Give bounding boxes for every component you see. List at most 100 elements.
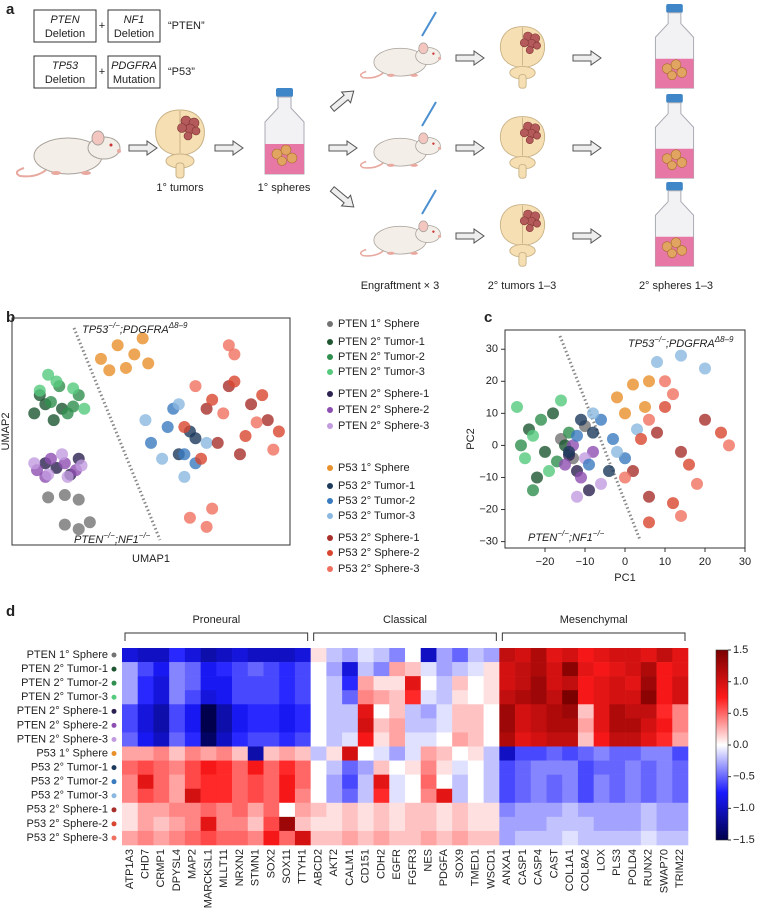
point xyxy=(571,490,583,503)
cell xyxy=(263,830,280,846)
gene-label: SWAP70 xyxy=(658,849,670,893)
cell xyxy=(389,732,406,747)
point xyxy=(611,391,623,404)
gene-label: POLD4 xyxy=(627,849,639,885)
cell xyxy=(279,802,296,818)
cell xyxy=(577,690,594,705)
point xyxy=(272,425,285,438)
point xyxy=(611,445,623,458)
cell xyxy=(656,662,673,677)
row-label: P53 2° Tumor-2 xyxy=(31,776,108,788)
cell xyxy=(672,788,689,804)
cell xyxy=(483,732,500,747)
cell xyxy=(577,760,594,775)
cell xyxy=(310,774,327,790)
cell xyxy=(452,704,469,719)
cell xyxy=(515,816,532,832)
cell xyxy=(499,690,516,705)
cell xyxy=(279,690,296,705)
cell xyxy=(452,648,469,663)
cell xyxy=(515,830,532,846)
cell xyxy=(200,648,217,663)
point xyxy=(58,518,71,531)
x-tick-label: 10 xyxy=(659,556,671,568)
gene-label: MARCKSL1 xyxy=(202,849,214,908)
cell xyxy=(326,732,343,747)
cell xyxy=(153,662,170,677)
cell xyxy=(216,690,233,705)
annotation-part: ;PDGFRA xyxy=(666,338,715,350)
cell xyxy=(609,662,626,677)
point xyxy=(206,393,219,406)
cell xyxy=(656,760,673,775)
cell xyxy=(216,788,233,804)
cell xyxy=(232,648,249,663)
colorbar-label: −1.0 xyxy=(733,802,755,814)
gene-label: FGFR3 xyxy=(407,849,419,885)
point xyxy=(239,430,252,443)
y-tick-label: 20 xyxy=(486,375,498,387)
cell xyxy=(405,816,422,832)
cell xyxy=(467,788,484,804)
cell xyxy=(436,746,453,761)
point xyxy=(67,382,80,395)
cell xyxy=(342,662,359,677)
cell xyxy=(357,704,374,719)
cell xyxy=(216,830,233,846)
cell xyxy=(373,690,390,705)
point xyxy=(639,400,651,413)
row-label: P53 2° Sphere-1 xyxy=(27,804,108,816)
point xyxy=(42,368,55,381)
row-dot xyxy=(111,666,117,672)
row-label: PTEN 2° Tumor-2 xyxy=(21,677,108,689)
cell xyxy=(279,746,296,761)
cell xyxy=(122,746,139,761)
point xyxy=(72,523,85,536)
cell xyxy=(342,704,359,719)
cell xyxy=(640,830,657,846)
cell xyxy=(593,802,610,818)
cell xyxy=(467,830,484,846)
point xyxy=(547,407,559,420)
cell xyxy=(420,760,437,775)
annotation-part: −/− xyxy=(557,529,569,538)
y-tick-label: −20 xyxy=(479,503,498,515)
cell xyxy=(577,816,594,832)
cell xyxy=(672,662,689,677)
cell xyxy=(562,676,579,691)
y-tick-label: 0 xyxy=(492,439,498,451)
x-tick-label: −10 xyxy=(576,556,595,568)
change: Deletion xyxy=(114,28,154,40)
cell xyxy=(342,788,359,804)
point xyxy=(33,384,46,397)
colorbar-label: −1.5 xyxy=(733,834,755,846)
cell xyxy=(593,788,610,804)
cell xyxy=(232,746,249,761)
point xyxy=(535,413,547,426)
cell xyxy=(609,774,626,790)
cell xyxy=(247,816,264,832)
cell xyxy=(279,760,296,775)
cell xyxy=(499,718,516,733)
cell xyxy=(609,746,626,761)
annotation-part: TP53 xyxy=(628,338,655,350)
cell xyxy=(310,732,327,747)
cell xyxy=(405,648,422,663)
cell xyxy=(137,648,154,663)
cell xyxy=(216,662,233,677)
cell xyxy=(342,718,359,733)
cell xyxy=(640,760,657,775)
gene-label: WSCD1 xyxy=(485,849,497,889)
gene-label: CRMP1 xyxy=(155,849,167,888)
cell xyxy=(357,774,374,790)
change: Mutation xyxy=(113,74,155,86)
cell xyxy=(294,830,311,846)
point xyxy=(559,458,571,471)
cell xyxy=(122,816,139,832)
x-tick-label: 30 xyxy=(739,556,751,568)
arrow xyxy=(328,140,358,156)
point xyxy=(539,445,551,458)
cell xyxy=(169,732,186,747)
cell xyxy=(562,760,579,775)
cell xyxy=(232,690,249,705)
